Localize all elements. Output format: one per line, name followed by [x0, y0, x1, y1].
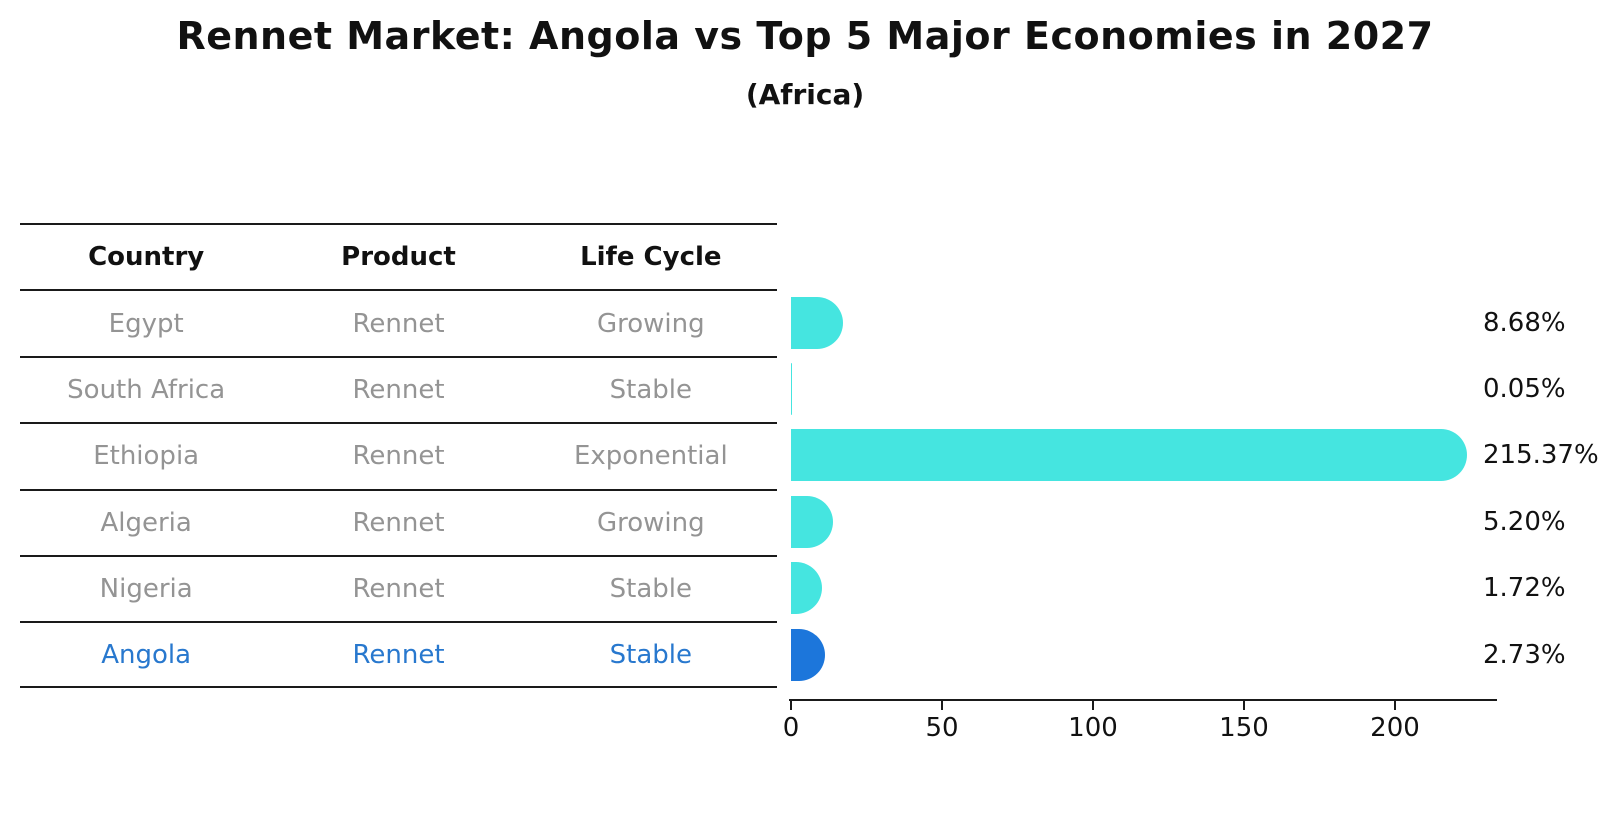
- table-header-row: Country Product Life Cycle: [20, 223, 777, 289]
- bar-algeria: [791, 495, 833, 548]
- country-table: Country Product Life Cycle Egypt Rennet Growi…: [20, 223, 777, 688]
- cell-life-cycle: Stable: [609, 639, 692, 670]
- cell-life-cycle: Stable: [609, 374, 692, 405]
- bar-ethiopia: [791, 429, 1468, 482]
- cell-life-cycle: Growing: [596, 507, 705, 538]
- cell-product: Rennet: [352, 308, 445, 339]
- cell-country: South Africa: [67, 374, 226, 405]
- x-axis-tick-label: 200: [1370, 713, 1420, 743]
- column-header-product: Product: [341, 242, 456, 273]
- value-label: 0.05%: [1483, 374, 1566, 404]
- x-axis-tick: [1394, 701, 1396, 710]
- chart-subtitle: (Africa): [745, 78, 865, 111]
- column-header-country: Country: [88, 242, 205, 273]
- cell-product: Rennet: [352, 574, 445, 605]
- cell-life-cycle: Exponential: [573, 441, 728, 472]
- cell-product: Rennet: [352, 507, 445, 538]
- value-label: 2.73%: [1483, 639, 1566, 670]
- table-row: Ethiopia Rennet Exponential: [20, 422, 777, 488]
- value-label: 5.20%: [1483, 506, 1566, 537]
- x-axis-tick: [941, 701, 943, 710]
- chart-title: Rennet Market: Angola vs Top 5 Major Eco…: [176, 14, 1434, 58]
- bar-egypt: [791, 296, 844, 349]
- cell-life-cycle: Growing: [596, 308, 705, 339]
- cell-product: Rennet: [352, 374, 445, 405]
- cell-country: Egypt: [108, 308, 184, 339]
- table-row: Egypt Rennet Growing: [20, 289, 777, 355]
- cell-product: Rennet: [352, 639, 445, 670]
- x-axis-line: [789, 699, 1497, 701]
- bar-angola: [791, 628, 826, 681]
- table-row: Nigeria Rennet Stable: [20, 554, 777, 621]
- cell-country: Nigeria: [99, 574, 193, 605]
- x-axis-tick: [790, 701, 792, 710]
- value-label: 215.37%: [1483, 440, 1599, 471]
- cell-product: Rennet: [352, 441, 445, 472]
- table-row: South Africa Rennet Stable: [20, 355, 777, 422]
- x-axis-tick-label: 150: [1219, 713, 1269, 743]
- cell-life-cycle: Stable: [609, 574, 692, 605]
- table-row: Angola Rennet Stable: [20, 621, 777, 688]
- table-row: Algeria Rennet Growing: [20, 488, 777, 555]
- x-axis-tick-label: 100: [1068, 713, 1118, 743]
- bar-nigeria: [791, 562, 823, 615]
- x-axis-tick-label: 50: [925, 713, 959, 743]
- x-axis-tick-label: 0: [782, 713, 800, 743]
- cell-country: Algeria: [100, 507, 192, 538]
- cell-country: Ethiopia: [93, 441, 200, 472]
- column-header-life-cycle: Life Cycle: [580, 242, 722, 273]
- value-label: 8.68%: [1483, 307, 1566, 338]
- value-label: 1.72%: [1483, 573, 1566, 604]
- x-axis-tick: [1243, 701, 1245, 710]
- cell-country: Angola: [101, 639, 192, 670]
- x-axis-tick: [1092, 701, 1094, 710]
